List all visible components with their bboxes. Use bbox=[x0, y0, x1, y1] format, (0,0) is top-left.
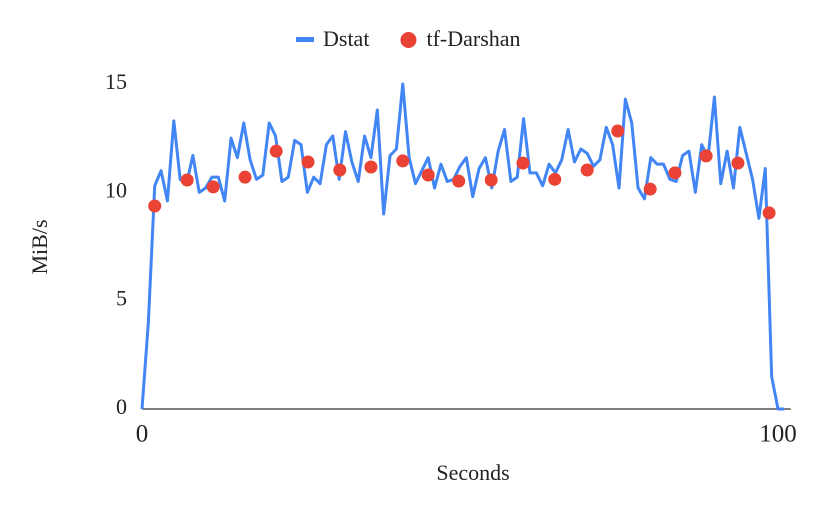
y-axis-title: MiB/s bbox=[27, 219, 52, 274]
data-point bbox=[269, 144, 283, 158]
y-tick-label: 5 bbox=[116, 286, 127, 311]
data-point bbox=[484, 173, 498, 187]
y-tick-label: 10 bbox=[105, 177, 127, 202]
data-point bbox=[731, 156, 745, 170]
x-tick-label: 0 bbox=[136, 421, 149, 448]
data-point bbox=[421, 168, 435, 182]
x-tick-label: 100 bbox=[759, 421, 797, 448]
y-tick-label: 0 bbox=[116, 394, 127, 419]
data-point bbox=[580, 163, 594, 177]
data-point bbox=[611, 124, 625, 138]
data-point bbox=[668, 166, 682, 180]
legend-label: tf-Darshan bbox=[426, 26, 520, 51]
legend-label: Dstat bbox=[323, 26, 369, 51]
data-point bbox=[333, 163, 347, 177]
data-point bbox=[206, 180, 220, 194]
data-point bbox=[396, 154, 410, 168]
data-point bbox=[180, 173, 194, 187]
data-point bbox=[301, 155, 315, 169]
data-point bbox=[548, 172, 562, 186]
legend-marker bbox=[296, 37, 314, 42]
y-tick-label: 15 bbox=[105, 69, 127, 94]
data-point bbox=[762, 206, 776, 220]
data-line bbox=[140, 82, 785, 411]
x-axis-title: Seconds bbox=[436, 460, 509, 485]
data-point bbox=[516, 156, 530, 170]
data-point bbox=[699, 149, 713, 163]
data-point bbox=[452, 174, 466, 188]
legend-marker bbox=[400, 32, 417, 48]
data-point bbox=[643, 182, 657, 196]
data-point bbox=[148, 199, 162, 213]
data-point bbox=[238, 170, 252, 184]
data-point bbox=[364, 160, 378, 174]
